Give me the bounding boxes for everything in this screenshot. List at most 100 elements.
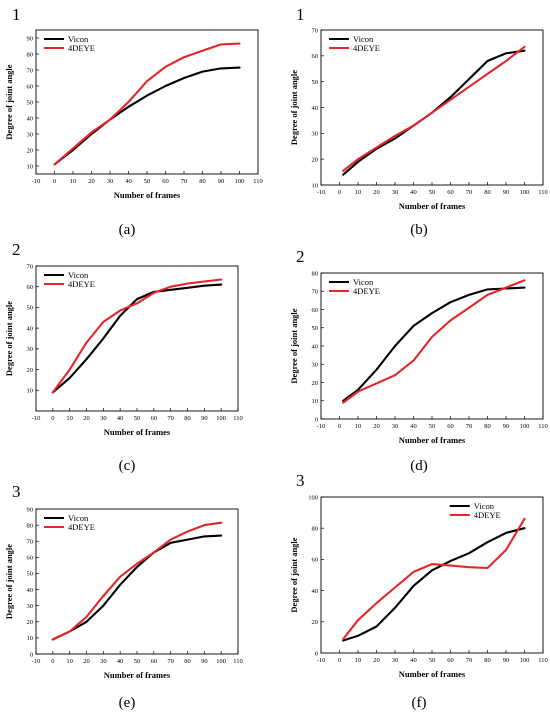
y-tick-label: 70 [27, 263, 34, 270]
y-tick-label: 30 [27, 603, 34, 610]
x-tick-label: 40 [410, 189, 417, 196]
x-tick-label: 110 [233, 658, 243, 665]
panel-caption: (a) [119, 222, 136, 238]
y-tick-label: 80 [312, 526, 319, 533]
x-tick-label: 50 [429, 423, 436, 430]
panel-number: 2 [12, 240, 21, 259]
y-tick-label: 10 [312, 182, 319, 189]
legend-label: Vicon [68, 270, 89, 280]
y-tick-label: 50 [27, 305, 34, 312]
y-tick-label: 40 [312, 588, 319, 595]
chart-panel-5: -10 0 10 20 30 40 50 60 70 80 90 100 110010203040506… [4, 482, 243, 711]
x-axis-title: Number of frames [399, 669, 466, 679]
y-tick-label: 30 [312, 131, 319, 138]
x-axis-title: Number of frames [399, 435, 466, 445]
x-tick-label: -10 [317, 657, 326, 664]
y-tick-label: 20 [27, 367, 34, 374]
series-line-vicon [51, 283, 223, 394]
x-tick-label: -10 [32, 658, 41, 665]
x-tick-label: 20 [373, 189, 380, 196]
x-tick-label: 60 [447, 189, 454, 196]
x-tick-label: 50 [134, 415, 141, 422]
x-tick-label: 90 [503, 189, 510, 196]
panel-caption: (d) [410, 458, 428, 474]
series-line-vicon [53, 66, 241, 166]
y-tick-label: 40 [312, 343, 319, 350]
y-tick-label: 10 [27, 388, 34, 395]
x-tick-label: 0 [338, 423, 341, 430]
y-tick-label: 10 [27, 635, 34, 642]
y-axis-title: Degree of joint angle [4, 301, 14, 376]
legend-label: Vicon [68, 34, 89, 44]
x-axis-title: Number of frames [104, 427, 171, 437]
panel-number: 1 [296, 5, 305, 24]
y-tick-label: 40 [312, 105, 319, 112]
legend-label: Vicon [474, 501, 495, 511]
x-tick-label: 110 [538, 423, 548, 430]
x-tick-label: 0 [53, 178, 56, 185]
x-tick-label: 70 [167, 415, 174, 422]
series-line-4deye [53, 42, 241, 166]
x-tick-label: -10 [32, 178, 41, 185]
legend-label: Vicon [353, 34, 374, 44]
x-tick-label: 20 [83, 415, 90, 422]
legend-label: Vicon [353, 277, 374, 287]
y-tick-label: 70 [312, 27, 319, 34]
chart-panel-2: -10 0 10 20 30 40 50 60 70 80 90 100 110 10 20 30 40 50 60… [289, 5, 548, 238]
y-tick-label: 80 [27, 51, 34, 58]
panel-number: 1 [12, 5, 21, 24]
y-tick-label: 30 [27, 131, 34, 138]
x-tick-label: 0 [338, 189, 341, 196]
x-tick-label: 90 [218, 178, 225, 185]
x-tick-label: 10 [355, 657, 362, 664]
y-tick-label: 20 [312, 380, 319, 387]
x-tick-label: 60 [151, 658, 158, 665]
x-tick-label: 100 [520, 657, 530, 664]
x-tick-label: 50 [134, 658, 141, 665]
y-tick-label: 30 [312, 362, 319, 369]
y-tick-label: 0 [315, 416, 318, 423]
y-tick-label: 40 [27, 587, 34, 594]
x-tick-label: 0 [338, 657, 341, 664]
x-tick-label: 110 [253, 178, 263, 185]
x-tick-label: 70 [181, 178, 188, 185]
x-tick-label: 10 [355, 423, 362, 430]
x-tick-label: 10 [66, 415, 73, 422]
x-tick-label: 30 [392, 423, 399, 430]
x-tick-label: 70 [466, 657, 473, 664]
x-tick-label: 80 [184, 415, 191, 422]
legend-label: 4DEYE [353, 286, 380, 296]
y-tick-label: 60 [27, 284, 34, 291]
y-tick-label: 60 [27, 555, 34, 562]
y-tick-label: 10 [312, 398, 319, 405]
x-tick-label: 10 [70, 178, 77, 185]
y-tick-label: 90 [27, 506, 34, 513]
x-tick-label: 80 [484, 423, 491, 430]
x-tick-label: -10 [317, 423, 326, 430]
x-tick-label: 40 [410, 657, 417, 664]
x-tick-label: 60 [447, 423, 454, 430]
chart-panel-4: -10 0 10 20 30 40 50 60 70 80 90 100 110010203040506… [289, 247, 548, 474]
y-tick-label: 60 [312, 53, 319, 60]
x-tick-label: 100 [216, 658, 226, 665]
x-tick-label: 50 [429, 189, 436, 196]
series-line-vicon [342, 49, 526, 176]
y-axis-title: Degree of joint angle [289, 537, 299, 612]
x-axis-title: Number of frames [114, 190, 181, 200]
series-line-vicon [51, 534, 223, 641]
panel-number: 2 [296, 247, 305, 266]
x-tick-label: 30 [100, 658, 107, 665]
y-tick-label: 0 [30, 651, 33, 658]
y-tick-label: 40 [27, 325, 34, 332]
y-tick-label: 50 [27, 99, 34, 106]
x-tick-label: 50 [429, 657, 436, 664]
x-tick-label: 80 [484, 657, 491, 664]
x-tick-label: 20 [88, 178, 95, 185]
x-tick-label: 80 [199, 178, 206, 185]
y-axis-title: Degree of joint angle [4, 64, 14, 139]
x-tick-label: 80 [484, 189, 491, 196]
x-axis-title: Number of frames [104, 670, 171, 680]
x-axis-title: Number of frames [399, 201, 466, 211]
chart-panel-1: -10 0 10 20 30 40 50 60 70 80 90 100 110 10 20 30 40 50 60… [4, 5, 263, 238]
